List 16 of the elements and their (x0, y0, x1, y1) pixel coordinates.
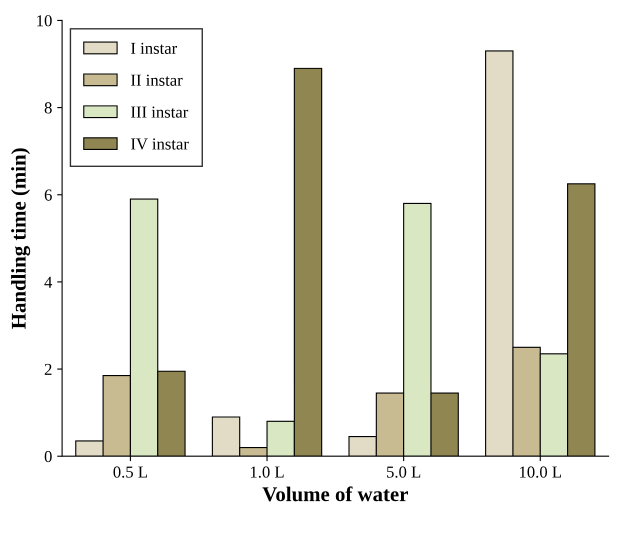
x-tick-label: 1.0 L (250, 466, 284, 478)
legend-label: IV instar (131, 138, 189, 150)
x-axis-title: Volume of water (262, 486, 408, 502)
y-tick-label: 4 (44, 276, 52, 288)
x-tick-label: 0.5 L (113, 466, 147, 478)
y-tick-label: 10 (37, 15, 52, 26)
y-tick-label: 0 (44, 450, 52, 462)
y-tick-label: 6 (44, 190, 52, 201)
legend-label: II instar (131, 74, 183, 86)
y-tick-label: 8 (44, 102, 52, 114)
y-tick-label: 2 (44, 364, 52, 375)
y-axis-title: Handling time (min) (11, 148, 30, 329)
x-tick-label: 10.0 L (520, 466, 562, 478)
x-tick-label: 5.0 L (387, 466, 420, 478)
legend-label: III instar (131, 106, 188, 118)
legend-label: I instar (131, 42, 178, 54)
